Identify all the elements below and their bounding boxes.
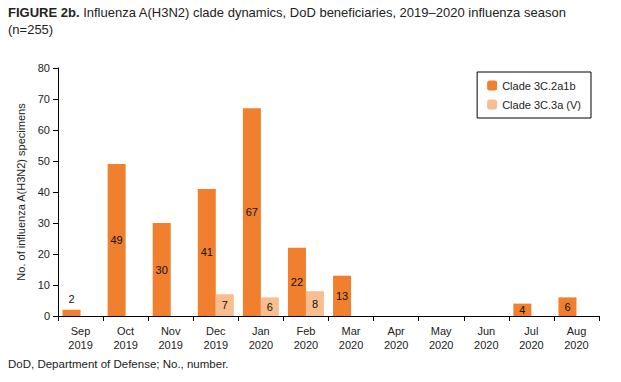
svg-text:2020: 2020 (294, 339, 318, 351)
svg-text:Sep: Sep (71, 325, 91, 337)
svg-text:No. of influenza A(H3N2) speci: No. of influenza A(H3N2) specimens (15, 103, 27, 281)
svg-text:2020: 2020 (474, 339, 498, 351)
svg-text:20: 20 (38, 248, 50, 260)
svg-text:Jan: Jan (252, 325, 270, 337)
svg-text:8: 8 (312, 298, 318, 310)
svg-text:Jul: Jul (524, 325, 538, 337)
svg-text:2019: 2019 (204, 339, 228, 351)
svg-text:30: 30 (156, 264, 168, 276)
svg-text:Aug: Aug (567, 325, 587, 337)
svg-text:2019: 2019 (68, 339, 92, 351)
svg-text:80: 80 (38, 62, 50, 74)
svg-text:2019: 2019 (158, 339, 182, 351)
svg-text:70: 70 (38, 93, 50, 105)
html-text:DoD, Department of Defense; No: DoD, Department of Defense; No., number. (8, 358, 229, 370)
svg-text:Dec: Dec (206, 325, 226, 337)
svg-text:30: 30 (38, 217, 50, 229)
svg-text:2020: 2020 (519, 339, 543, 351)
svg-text:Clade 3C.3a (V): Clade 3C.3a (V) (502, 99, 581, 111)
svg-text:40: 40 (38, 186, 50, 198)
svg-text:2: 2 (68, 293, 74, 305)
svg-text:Oct: Oct (117, 325, 134, 337)
svg-text:22: 22 (291, 276, 303, 288)
svg-text:Mar: Mar (342, 325, 361, 337)
svg-text:60: 60 (38, 124, 50, 136)
svg-text:10: 10 (38, 279, 50, 291)
svg-text:Clade 3C.2a1b: Clade 3C.2a1b (502, 80, 575, 92)
svg-text:67: 67 (246, 206, 258, 218)
svg-text:2019: 2019 (113, 339, 137, 351)
svg-text:41: 41 (201, 246, 213, 258)
svg-text:2020: 2020 (339, 339, 363, 351)
svg-text:Nov: Nov (161, 325, 181, 337)
svg-text:2020: 2020 (384, 339, 408, 351)
html-text:FIGURE 2b. Influenza A(H3N2) c: FIGURE 2b. Influenza A(H3N2) clade dynam… (8, 5, 566, 37)
svg-text:Jun: Jun (477, 325, 495, 337)
svg-text:0: 0 (44, 310, 50, 322)
svg-text:6: 6 (267, 301, 273, 313)
svg-text:Apr: Apr (388, 325, 405, 337)
svg-text:6: 6 (564, 301, 570, 313)
svg-text:7: 7 (222, 299, 228, 311)
svg-text:13: 13 (336, 290, 348, 302)
svg-text:2020: 2020 (564, 339, 588, 351)
svg-text:2020: 2020 (249, 339, 273, 351)
svg-text:2020: 2020 (429, 339, 453, 351)
svg-text:4: 4 (519, 304, 525, 316)
svg-text:Feb: Feb (296, 325, 315, 337)
svg-text:49: 49 (111, 234, 123, 246)
svg-text:May: May (431, 325, 452, 337)
svg-text:50: 50 (38, 155, 50, 167)
